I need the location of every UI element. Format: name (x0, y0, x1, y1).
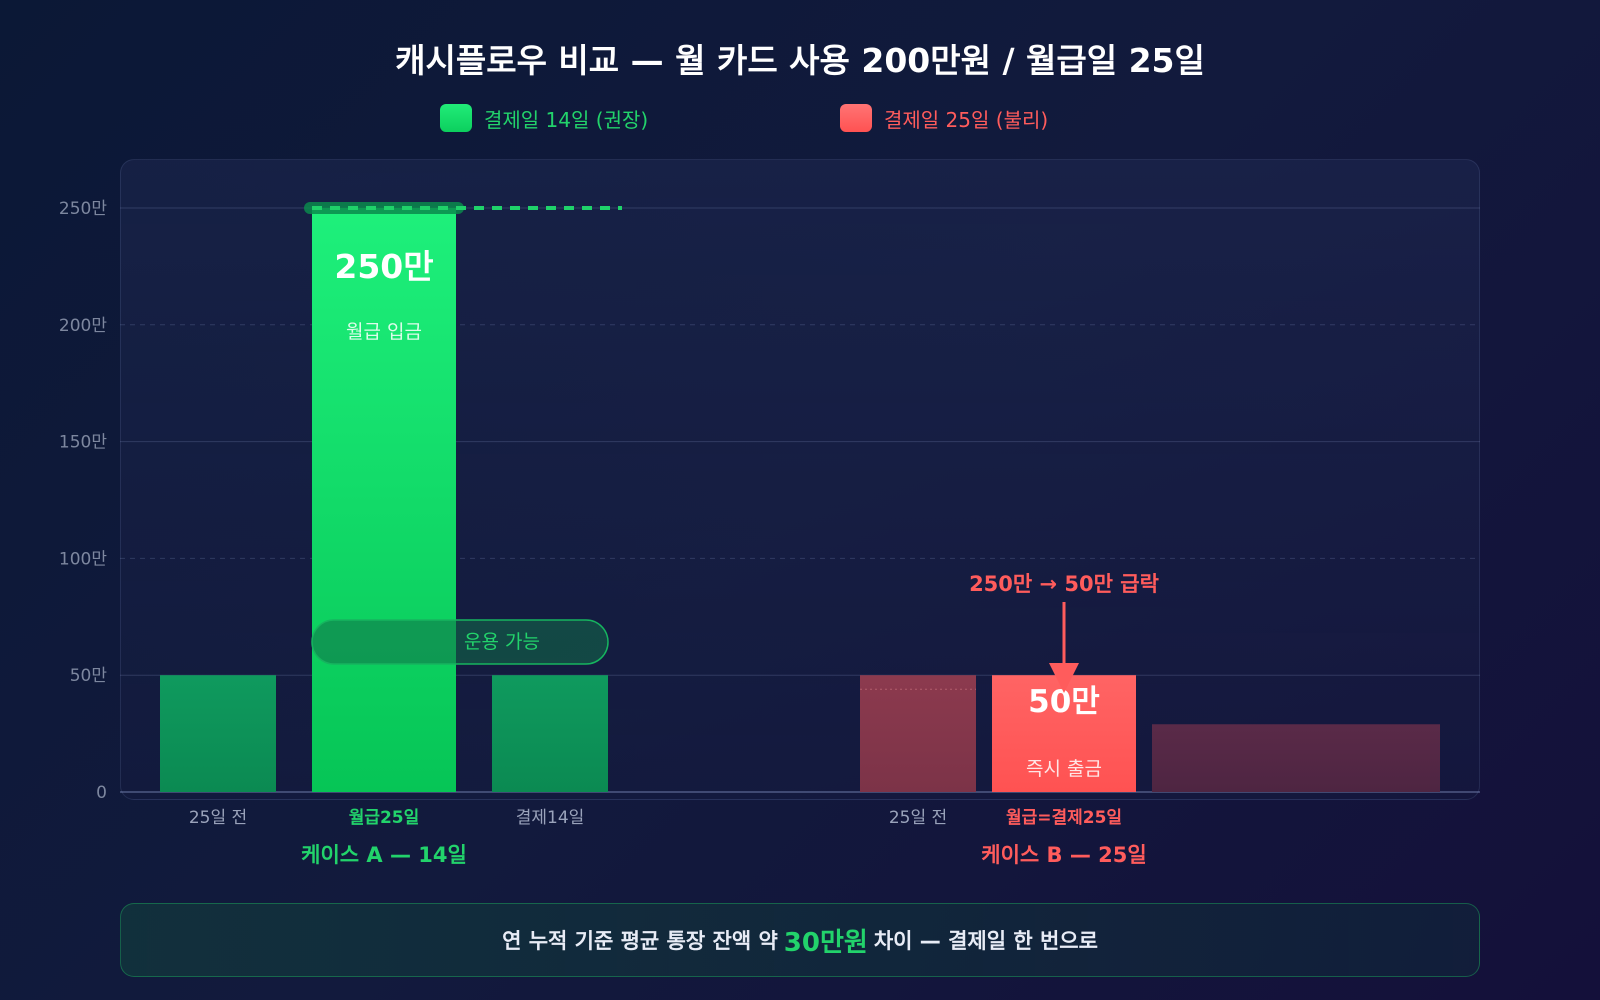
bar-a-1 (160, 675, 276, 792)
x-tick-label: 25일 전 (189, 808, 247, 828)
bar-a-2 (312, 208, 456, 792)
bar-value-label: 50만 (1028, 684, 1100, 720)
bar-sub-label: 즉시 출금 (1026, 758, 1102, 780)
x-tick-label: 25일 전 (889, 808, 947, 828)
x-tick-label: 월급25일 (349, 808, 420, 828)
x-tick-label: 결제14일 (516, 808, 585, 828)
y-tick-label: 200만 (59, 316, 107, 336)
y-tick-label: 50만 (70, 666, 108, 686)
y-tick-label: 150만 (59, 433, 107, 453)
group-label-case-a: 케이스 A — 14일 (301, 843, 467, 867)
chart-title: 캐시플로우 비교 — 월 카드 사용 200만원 / 월급일 25일 (395, 41, 1205, 80)
legend-label-case-a: 결제일 14일 (권장) (484, 107, 649, 132)
callout-prefix: 연 누적 기준 평균 통장 잔액 약 (502, 929, 778, 953)
legend-swatch-green (440, 104, 472, 132)
y-tick-label: 100만 (59, 549, 107, 569)
legend-label-case-b: 결제일 25일 (불리) (884, 107, 1049, 132)
case-a-pill-label: 운용 가능 (464, 631, 540, 653)
bar-sub-label: 월급 입금 (346, 321, 422, 343)
legend-item-case-b: 결제일 25일 (불리) (840, 104, 1048, 132)
annotations: 운용 가능 250만 → 50만 급락 (304, 202, 1159, 693)
group-label-case-b: 케이스 B — 25일 (981, 843, 1146, 867)
y-tick-label: 250만 (59, 199, 107, 219)
bar-a-3 (492, 675, 608, 792)
case-a-pill (311, 619, 609, 665)
callout-suffix: 차이 — 결제일 한 번으로 (873, 929, 1098, 953)
legend-swatch-red (840, 104, 872, 132)
legend-item-case-a: 결제일 14일 (권장) (440, 104, 648, 132)
bar-b-2 (992, 675, 1136, 792)
bar-value-label: 250만 (334, 247, 433, 286)
case-b-arrow-label: 250만 → 50만 급락 (969, 572, 1159, 596)
x-tick-label: 월급=결제25일 (1006, 808, 1122, 828)
bar-b-3 (1152, 724, 1440, 792)
bars (160, 208, 1440, 792)
bar-b-1 (860, 675, 976, 792)
summary-callout: 연 누적 기준 평균 통장 잔액 약 30만원 차이 — 결제일 한 번으로 (120, 903, 1480, 977)
y-tick-label: 0 (96, 783, 107, 803)
callout-highlight: 30만원 (783, 927, 868, 958)
